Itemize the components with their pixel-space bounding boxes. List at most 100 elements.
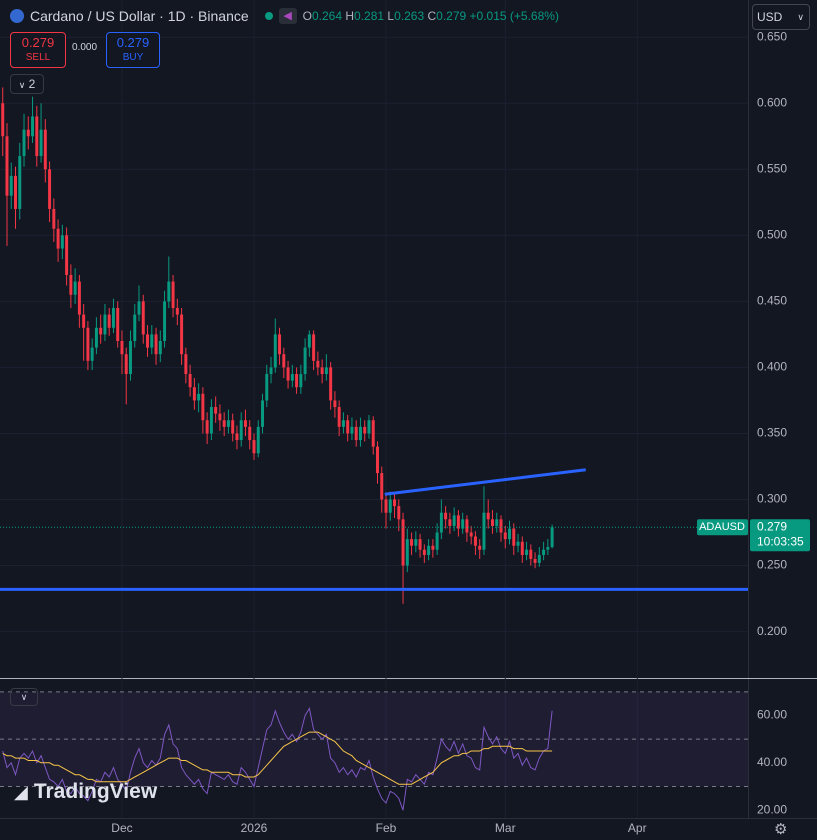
candle-body: [371, 420, 375, 447]
y-tick-label: 0.650: [757, 29, 787, 43]
candle-body: [18, 156, 22, 209]
indicator-line: [2, 731, 553, 785]
candle-body: [90, 347, 94, 361]
candle-body: [252, 440, 256, 454]
indicator-icon: ◀: [278, 8, 297, 24]
candle-body: [393, 499, 397, 507]
last-price-tag: [750, 519, 810, 552]
symbol: Cardano / US Dollar · 1D · Binance: [30, 8, 249, 24]
candle-body: [43, 129, 47, 170]
candle-body: [99, 327, 103, 335]
candle-body: [422, 549, 426, 555]
candle-body: [405, 539, 409, 566]
settings-button[interactable]: ⚙: [774, 821, 788, 838]
candle-body: [158, 341, 162, 355]
sell-label: SELL: [25, 52, 51, 63]
symbol-tag: [697, 519, 748, 536]
candle-body: [163, 301, 167, 341]
candle-body: [128, 341, 132, 375]
indicator-count: 2: [28, 77, 36, 91]
candle-body: [367, 420, 371, 434]
candle-body: [146, 334, 150, 348]
candle-body: [184, 354, 188, 375]
x-tick-label: Dec: [111, 821, 132, 835]
x-tick-label: Apr: [628, 821, 647, 835]
candle-body: [120, 341, 124, 355]
ohlc-key: H: [345, 9, 355, 23]
x-tick-label: Mar: [495, 821, 516, 835]
candle-body: [435, 532, 439, 550]
candle-body: [9, 175, 13, 196]
candle-body: [69, 274, 73, 295]
candle-body: [427, 545, 431, 555]
y-tick-label: 0.200: [757, 624, 787, 638]
candle-body: [35, 116, 39, 157]
candle-body: [329, 367, 333, 401]
y-tick-label: 0.300: [757, 492, 787, 506]
candle-body: [154, 334, 158, 355]
candle-body: [82, 314, 86, 328]
candle-body: [286, 367, 290, 381]
candle-body: [550, 527, 554, 548]
candle-body: [469, 532, 473, 537]
candle-body: [60, 235, 64, 249]
candle-body: [316, 360, 320, 368]
trendline: [384, 468, 586, 496]
candle-body: [111, 307, 115, 328]
price-axis-bg: [748, 0, 817, 840]
candle-body: [137, 301, 141, 315]
candle-body: [439, 512, 443, 533]
candle-body: [22, 129, 26, 157]
candle-body: [205, 420, 209, 434]
candle-body: [363, 426, 367, 434]
indicator-line: [2, 707, 553, 811]
candle-body: [486, 512, 490, 520]
currency-select[interactable]: USD ∨: [752, 4, 810, 30]
candle-body: [243, 420, 247, 427]
candle-body: [482, 512, 486, 550]
candle-body: [516, 541, 520, 546]
candle-body: [103, 314, 107, 335]
candle-body: [171, 281, 175, 308]
ohlc-key: L: [387, 9, 395, 23]
candle-body: [201, 393, 205, 421]
candle-body: [235, 433, 239, 441]
buy-button[interactable]: 0.279 BUY: [106, 32, 160, 68]
rsi-collapse[interactable]: ∨: [10, 688, 38, 706]
candle-body: [180, 314, 184, 355]
candle-body: [456, 515, 460, 529]
candle-body: [401, 519, 405, 566]
y-tick-label: 0.400: [757, 360, 787, 374]
candle-body: [26, 129, 30, 137]
candle-body: [56, 228, 60, 249]
candle-body: [495, 519, 499, 526]
candle-body: [350, 426, 354, 434]
y-tick-label: 0.500: [757, 228, 787, 242]
candle-body: [380, 473, 384, 500]
candle-body: [209, 407, 213, 434]
y-tick-label: 0.250: [757, 558, 787, 572]
candle-body: [5, 136, 9, 196]
candle-body: [337, 407, 341, 427]
indicators-toggle[interactable]: ∨ 2: [10, 74, 44, 94]
x-tick-label: Feb: [376, 821, 397, 835]
candle-body: [537, 554, 541, 563]
y-tick-label: 20.00: [757, 802, 787, 816]
candle-body: [48, 169, 52, 209]
y-tick-label: 0.450: [757, 294, 787, 308]
candle-body: [116, 307, 120, 341]
candle-body: [278, 334, 282, 355]
ohlc-key: C: [427, 9, 437, 23]
candle-body: [73, 281, 77, 295]
candle-body: [414, 539, 418, 546]
y-tick-label: 40.00: [757, 755, 787, 769]
sell-price: 0.279: [21, 35, 55, 50]
candle-body: [214, 407, 218, 414]
buy-label: BUY: [122, 52, 144, 63]
candle-body: [282, 354, 286, 368]
sell-button[interactable]: 0.279 SELL: [10, 32, 66, 68]
header: Cardano / US Dollar · 1D · Binance ◀ O0.…: [10, 6, 559, 26]
candle-body: [465, 519, 469, 533]
candle-body: [167, 281, 171, 302]
